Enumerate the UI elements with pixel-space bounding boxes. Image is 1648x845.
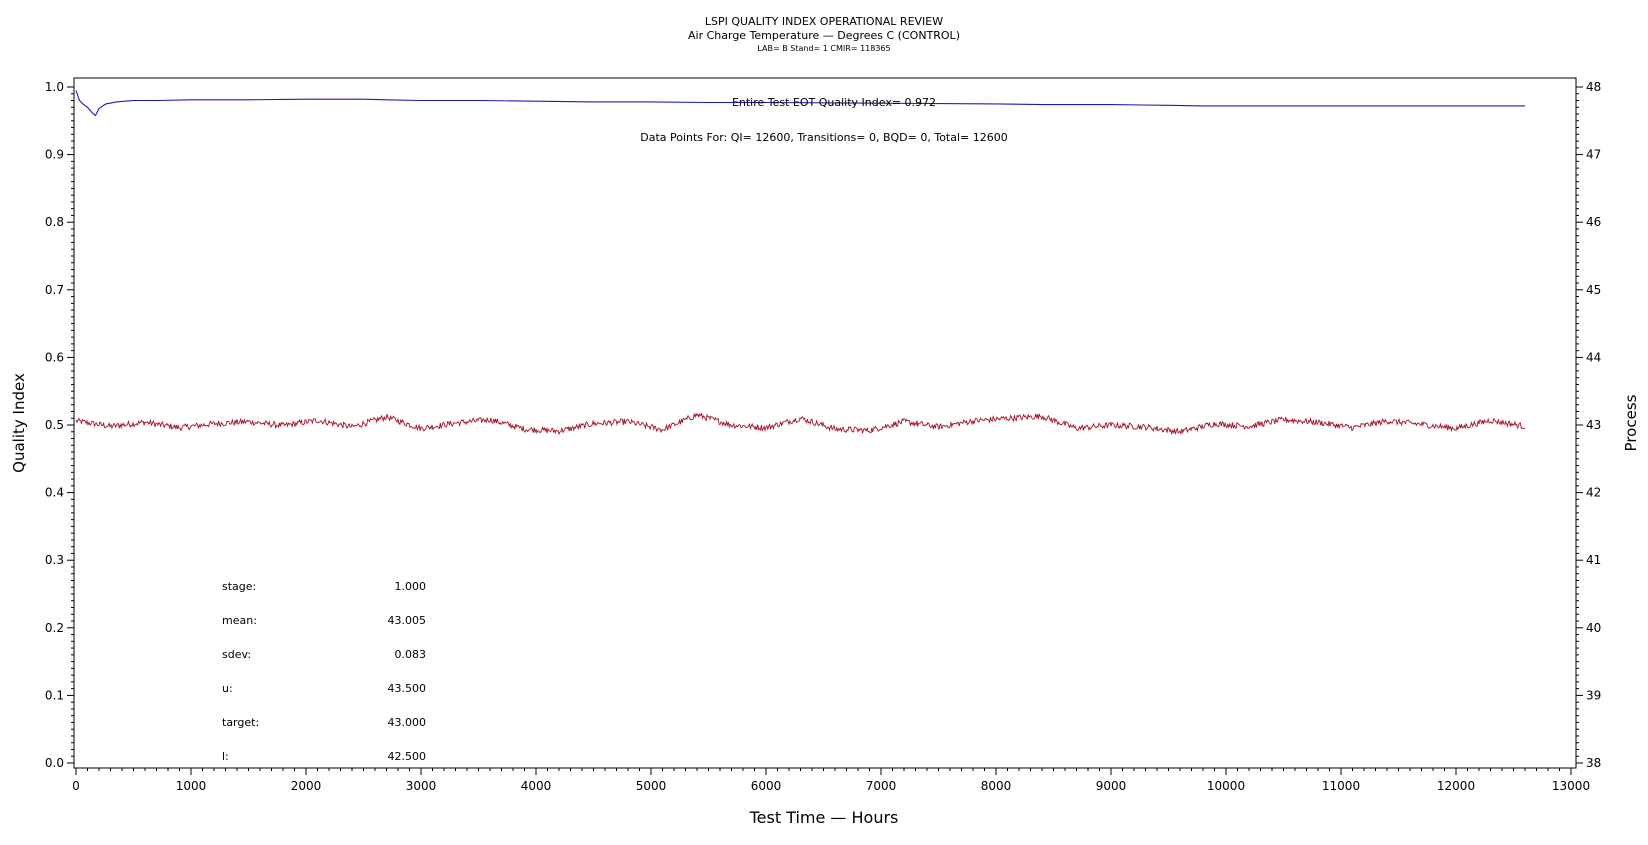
y-tick-label: 0.9 [45, 148, 64, 162]
y2-tick-label: 38 [1586, 756, 1601, 770]
x-tick-label: 8000 [981, 779, 1012, 793]
y-tick-label: 0.6 [45, 350, 64, 364]
x-tick-label: 10000 [1207, 779, 1245, 793]
series-group [75, 90, 1526, 436]
x-axis-label: Test Time — Hours [749, 808, 899, 827]
stat-value: 0.083 [395, 648, 427, 661]
y2-tick-label: 48 [1586, 80, 1601, 94]
x-axis: 0 1000 2000 3000 4000 5000 6000 7000 8000 9000 100… [72, 768, 1590, 793]
stat-label: sdev: [222, 648, 251, 661]
y2-tick-label: 40 [1586, 621, 1601, 635]
eot-quality-index-annotation: Entire Test EOT Quality Index= 0.972 [732, 96, 936, 109]
x-tick-label: 0 [72, 779, 80, 793]
x-tick-label: 9000 [1096, 779, 1127, 793]
x-tick-label: 5000 [636, 779, 667, 793]
y2-tick-label: 43 [1586, 418, 1601, 432]
stat-value: 43.500 [388, 682, 427, 695]
stat-label: stage: [222, 580, 256, 593]
x-tick-label: 1000 [176, 779, 207, 793]
y-tick-label: 0.7 [45, 283, 64, 297]
process-series-line [75, 412, 1526, 436]
y2-tick-label: 47 [1586, 148, 1601, 162]
y2-tick-label: 45 [1586, 283, 1601, 297]
y-tick-label: 0.0 [45, 756, 64, 770]
stats-table: stage: 1.000 mean: 43.005 sdev: 0.083 u: 43.500… [222, 580, 426, 763]
y2-tick-label: 44 [1586, 350, 1601, 364]
y2-tick-label: 46 [1586, 215, 1601, 229]
stat-value: 43.005 [388, 614, 427, 627]
chart-subtitle-lab: LAB= B Stand= 1 CMIR= 118365 [757, 44, 890, 53]
stat-label: target: [222, 716, 259, 729]
stat-value: 42.500 [388, 750, 427, 763]
y-tick-label: 0.1 [45, 688, 64, 702]
x-tick-label: 12000 [1437, 779, 1475, 793]
x-tick-label: 4000 [521, 779, 552, 793]
chart-title: LSPI QUALITY INDEX OPERATIONAL REVIEW [705, 15, 943, 28]
x-tick-label: 11000 [1322, 779, 1360, 793]
x-tick-label: 7000 [866, 779, 897, 793]
y2-tick-label: 42 [1586, 486, 1601, 500]
y-axis-right: 38 39 40 41 42 43 44 45 46 47 48 [1576, 80, 1601, 770]
quality-index-series-line [75, 90, 1525, 117]
y-tick-label: 0.5 [45, 418, 64, 432]
stat-value: 43.000 [388, 716, 427, 729]
stat-label: u: [222, 682, 233, 695]
data-points-annotation: Data Points For: QI= 12600, Transitions=… [640, 131, 1008, 144]
y-tick-label: 1.0 [45, 80, 64, 94]
y-tick-label: 0.2 [45, 621, 64, 635]
y2-tick-label: 39 [1586, 688, 1601, 702]
y2-axis-label: Process [1622, 394, 1640, 451]
y-tick-label: 0.3 [45, 553, 64, 567]
y2-tick-label: 41 [1586, 553, 1601, 567]
stat-label: l: [222, 750, 229, 763]
y-tick-label: 0.8 [45, 215, 64, 229]
y-axis-left: 0.0 0.1 0.2 0.3 0.4 0.5 0.6 0.7 0.8 0.9 1.0 [45, 80, 74, 770]
x-tick-label: 13000 [1552, 779, 1590, 793]
x-tick-label: 6000 [751, 779, 782, 793]
chart-subtitle: Air Charge Temperature — Degrees C (CONT… [688, 29, 960, 42]
y-axis-label: Quality Index [10, 373, 28, 473]
x-tick-label: 3000 [406, 779, 437, 793]
stat-value: 1.000 [395, 580, 427, 593]
x-tick-label: 2000 [291, 779, 322, 793]
y-tick-label: 0.4 [45, 486, 64, 500]
plot-frame [73, 77, 1577, 769]
stat-label: mean: [222, 614, 257, 627]
